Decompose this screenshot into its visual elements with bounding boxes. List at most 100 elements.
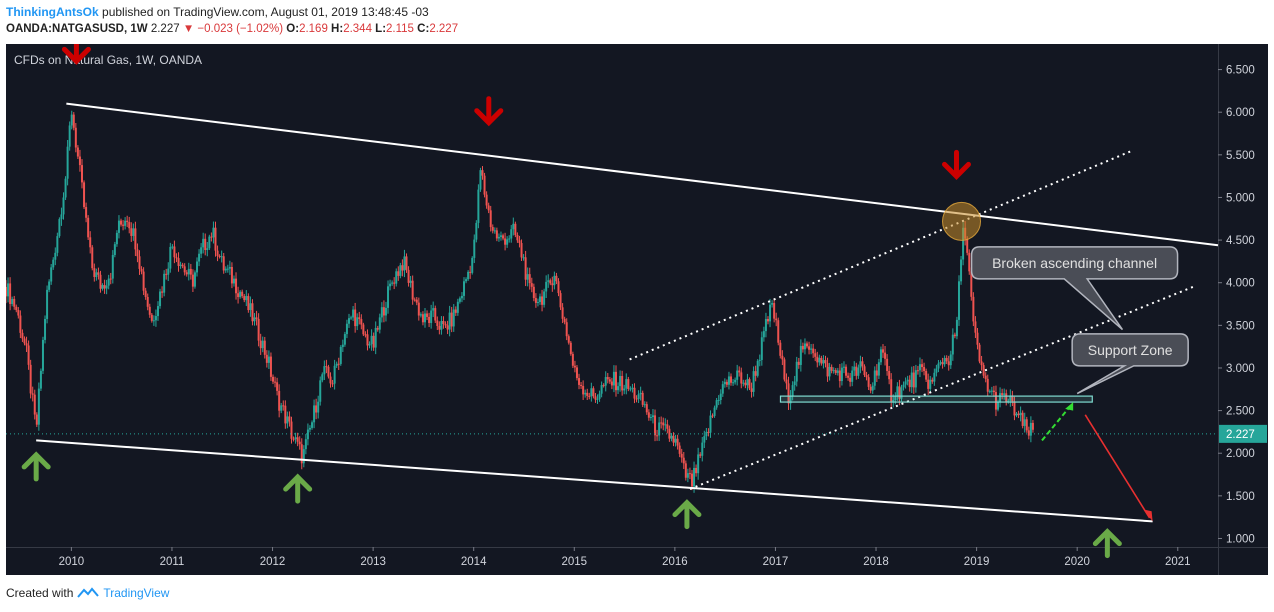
time-tick-label: 2013 [360,556,386,568]
candle-body [690,473,693,487]
candle-body [557,281,560,294]
price-chart[interactable]: CFDs on Natural Gas, 1W, OANDA Broken asc… [5,34,1268,575]
candle-body [654,415,657,436]
candle-body [571,353,574,366]
candle-body [982,365,985,376]
candle-body [806,343,809,347]
candle-body [516,234,519,241]
candle-body [970,271,973,297]
green-up-arrow-icon [283,473,313,504]
footer: Created with TradingView [6,586,169,600]
candle-body [253,317,256,322]
candle-body [742,382,745,384]
candle-body [1003,393,1006,395]
candle-body [953,334,956,337]
candle-body [715,400,718,408]
candle-body [220,256,223,258]
support-zone-callout: Support Zone [1071,333,1189,395]
candle-body [766,319,769,322]
candle-body [795,361,798,382]
candle-body [409,280,412,283]
candle-body [196,261,199,273]
candle-body [857,367,860,376]
price-tick-label: 3.500 [1226,320,1255,332]
candle-body [939,362,942,364]
candle-body [945,357,948,362]
candle-body [122,224,125,226]
candle-body [255,317,258,319]
candle-body [403,256,406,271]
chart-area[interactable]: CFDs on Natural Gas, 1W, OANDA Broken asc… [5,34,1268,575]
candle-body [80,165,83,183]
candle-body [929,379,932,389]
candle-body [608,379,611,382]
candle-body [397,271,400,276]
candle-body [840,367,843,382]
candle-body [467,271,470,280]
candle-body [980,361,983,366]
candle-body [495,230,498,239]
candle-body [988,391,991,393]
candle-body [701,442,704,456]
candle-body [251,303,254,322]
candle-body [713,407,716,416]
candle-body [477,189,480,223]
author-name[interactable]: ThinkingAntsOk [6,5,99,19]
candle-body [146,296,149,307]
candle-body [93,268,96,277]
candle-body [561,307,564,319]
candle-body [923,367,926,371]
candle-body [327,366,330,377]
current-price-label: 2.227 [1219,424,1267,443]
candle-body [506,239,509,245]
candle-body [101,285,104,289]
candle-body [261,340,264,349]
candle-body [325,366,328,368]
candle-body [208,236,211,249]
candle-body [744,382,747,386]
candle-body [313,405,316,423]
candle-body [364,334,367,336]
candle-body [869,386,872,391]
candle-body [1023,419,1026,426]
candle-body [5,286,7,297]
drop-projection-arrowhead [1143,509,1153,522]
candle-body [730,376,733,383]
candle-body [943,357,946,365]
price-tick-label: 1.000 [1226,533,1255,545]
candle-body [302,449,305,464]
candle-body [674,438,677,443]
candle-body [643,404,646,406]
created-with-text: Created with [6,586,74,600]
candle-body [372,335,375,348]
candle-body [17,310,20,316]
price-scale-border [1218,44,1219,575]
candle-body [290,421,293,439]
low-label: L: [375,23,387,35]
candle-body [867,377,870,387]
candle-body [345,323,348,335]
candle-body [115,232,118,245]
candle-body [284,405,287,424]
candle-body [966,238,969,253]
candle-body [719,393,722,400]
candle-body [333,365,336,384]
candle-body [775,318,778,321]
candle-body [738,370,741,373]
candle-body [335,363,338,366]
candle-body [894,396,897,401]
candle-body [787,383,790,404]
candle-body [212,227,215,238]
candle-body [489,210,492,228]
candle-body [672,435,675,443]
candle-body [824,360,827,364]
candle-body [306,429,309,440]
candle-body [951,334,954,355]
candle-body [549,280,552,284]
candle-body [818,357,821,363]
candle-body [11,298,14,304]
candle-body [543,291,546,305]
candle-body [347,318,350,324]
tradingview-brand[interactable]: TradingView [103,586,170,600]
candle-body [206,248,209,251]
